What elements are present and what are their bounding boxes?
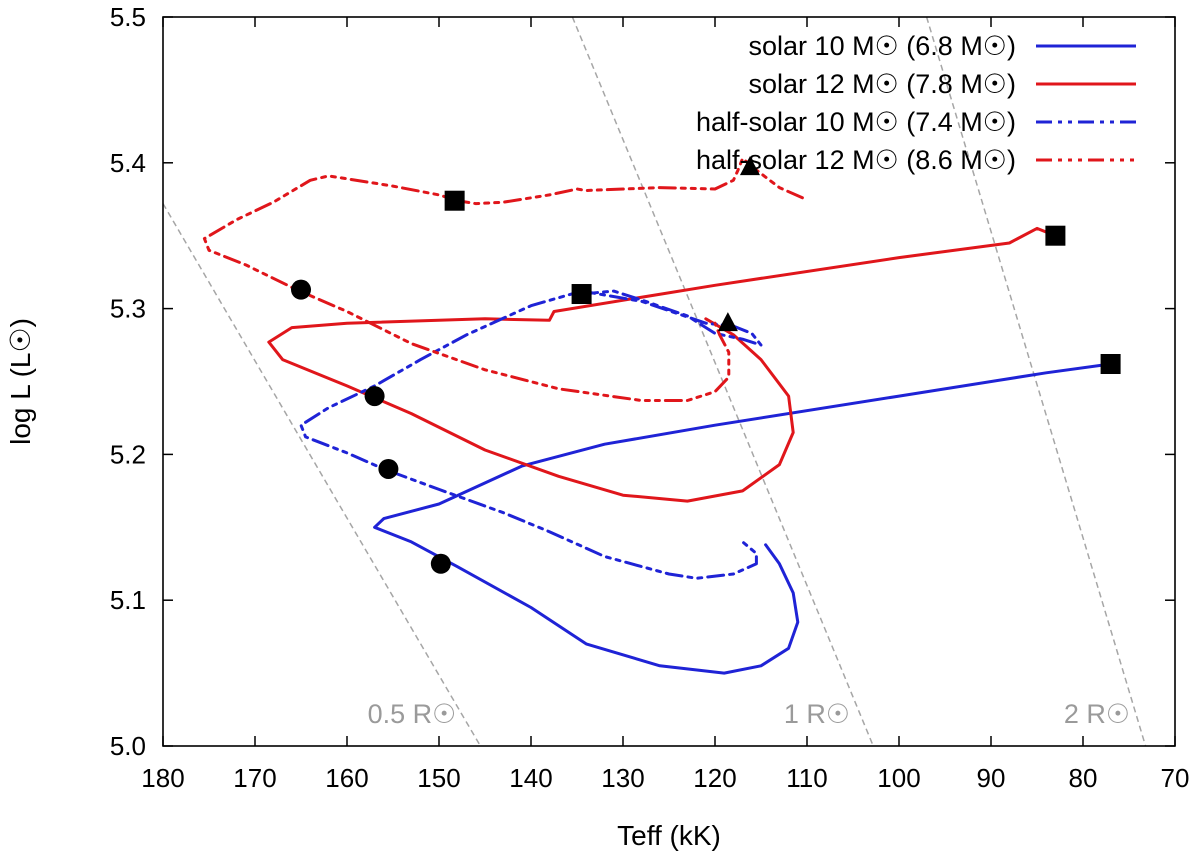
x-tick-label: 140 <box>509 763 552 793</box>
legend-label: half-solar 12 M☉ (8.6 M☉) <box>696 145 1016 175</box>
x-tick-label: 80 <box>1069 763 1098 793</box>
y-tick-label: 5.2 <box>110 439 146 469</box>
x-tick-label: 170 <box>233 763 276 793</box>
triangle-marker <box>739 156 760 176</box>
radius-label: 2 R☉ <box>1064 699 1130 729</box>
radius-line <box>162 203 482 747</box>
x-tick-label: 90 <box>977 763 1006 793</box>
x-tick-label: 130 <box>601 763 644 793</box>
circle-marker <box>291 279 311 300</box>
radius-label: 1 R☉ <box>784 699 850 729</box>
radius-line <box>925 16 1147 747</box>
triangle-marker <box>717 312 738 332</box>
legend: solar 10 M☉ (6.8 M☉) solar 12 M☉ (7.8 M☉)… <box>696 31 1136 175</box>
x-tick-label: 180 <box>141 763 184 793</box>
legend-label: solar 12 M☉ (7.8 M☉) <box>749 69 1016 99</box>
y-tick-label: 5.5 <box>110 2 146 32</box>
y-tick-label: 5.4 <box>110 148 146 178</box>
circle-marker <box>364 386 385 407</box>
series-line <box>267 226 1057 503</box>
y-tick-label: 5.1 <box>110 585 146 615</box>
x-axis-label: Teff (kK) <box>617 820 721 851</box>
plot-frame <box>162 16 1176 747</box>
x-tick-label: 100 <box>877 763 920 793</box>
series-lines <box>202 156 1113 675</box>
series-line <box>373 362 1113 675</box>
series-line <box>202 156 804 402</box>
y-axis-label: log L (L☉) <box>5 318 36 445</box>
x-tick-label: 110 <box>786 763 827 793</box>
circle-marker <box>430 553 451 574</box>
series-line <box>299 289 763 580</box>
y-tick-label: 5.3 <box>110 294 146 324</box>
square-marker <box>571 284 592 305</box>
markers <box>291 156 1121 574</box>
x-tick-label: 150 <box>417 763 460 793</box>
x-tick-label: 120 <box>693 763 736 793</box>
x-tick-label: 160 <box>325 763 368 793</box>
legend-label: half-solar 10 M☉ (7.4 M☉) <box>696 107 1016 137</box>
square-marker <box>444 190 465 211</box>
radius-label: 0.5 R☉ <box>368 699 457 729</box>
y-tick-label: 5.0 <box>110 731 146 761</box>
circle-marker <box>378 458 399 479</box>
axis-ticks: 180 170 160 150 140 130 120 110 100 90 80 70 5.0 5.1 5… <box>110 2 1190 793</box>
x-tick-label: 70 <box>1161 763 1190 793</box>
square-marker <box>1045 225 1066 246</box>
legend-label: solar 10 M☉ (6.8 M☉) <box>749 31 1016 61</box>
square-marker <box>1100 354 1121 375</box>
